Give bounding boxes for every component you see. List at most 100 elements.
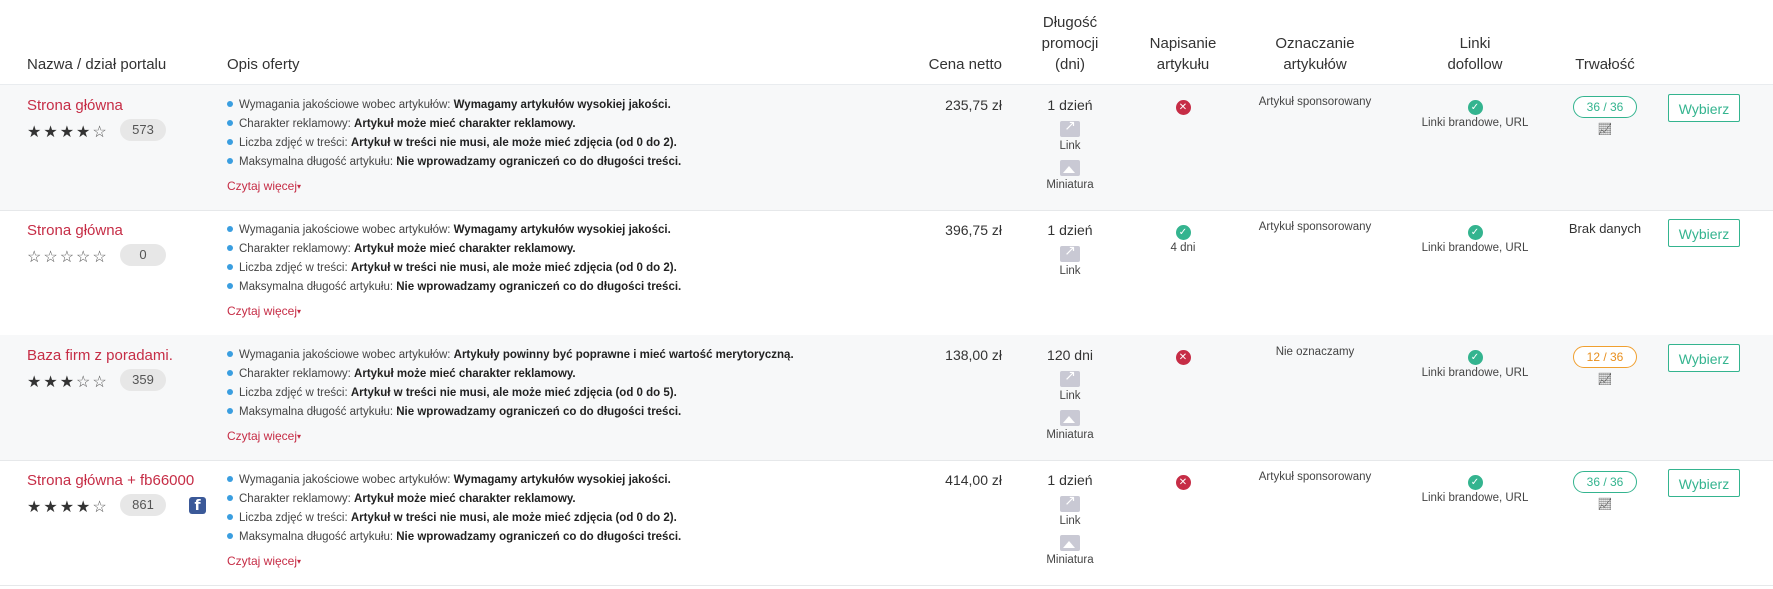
star-filled-icon: ★ <box>59 499 77 516</box>
offer-detail: Liczba zdjęć w treści: Artykuł w treści … <box>227 134 927 153</box>
bullet-icon <box>227 158 233 164</box>
col-write[interactable]: Napisanie artykułu <box>1149 35 1217 73</box>
cross-icon: ✕ <box>1175 350 1191 365</box>
promotion-length: 1 dzieńLinkMiniatura <box>1020 97 1120 191</box>
image-icon <box>1060 410 1080 426</box>
rating-count: 359 <box>120 369 166 391</box>
offer-detail: Wymagania jakościowe wobec artykułów: Wy… <box>227 471 927 490</box>
promotion-length: 1 dzieńLinkMiniatura <box>1020 472 1120 566</box>
link-icon <box>1060 243 1080 262</box>
col-mark[interactable]: Oznaczanie artykułów <box>1275 35 1355 73</box>
offer-detail: Wymagania jakościowe wobec artykułów: Wy… <box>227 96 927 115</box>
duration: Brak danych <box>1560 221 1650 236</box>
select-button[interactable]: Wybierz <box>1668 94 1740 122</box>
facebook-icon: f <box>189 497 206 514</box>
article-marking: Artykuł sponsorowany <box>1258 96 1372 108</box>
duration-nodata: Brak danych <box>1568 221 1642 236</box>
offer-description: Wymagania jakościowe wobec artykułów: Wy… <box>227 96 927 193</box>
net-price: 138,00 zł <box>945 347 1002 363</box>
bullet-icon <box>227 370 233 376</box>
table-header: Nazwa / dział portalu Opis oferty Cena n… <box>0 0 1773 85</box>
star-empty-icon: ☆ <box>92 124 109 141</box>
write-days: 4 dni <box>1170 242 1196 254</box>
star-filled-icon: ★ <box>27 499 44 516</box>
bullet-icon <box>227 495 233 501</box>
offer-detail: Maksymalna długość artykułu: Nie wprowad… <box>227 528 927 547</box>
portal-name-link[interactable]: Strona główna <box>27 97 123 114</box>
article-writing: ✓ 4 dni <box>1133 222 1233 254</box>
read-more-link[interactable]: Czytaj więcej▾ <box>227 429 302 443</box>
portal-name-link[interactable]: Strona główna <box>27 222 123 239</box>
cross-icon: ✕ <box>1175 100 1191 115</box>
bullet-icon <box>227 139 233 145</box>
duration: 12 / 36 📈︎ <box>1560 346 1650 386</box>
caret-down-icon: ▾ <box>297 307 302 316</box>
portal-name-link[interactable]: Strona główna + fb66000 <box>27 472 195 489</box>
star-empty-icon: ☆ <box>76 374 93 391</box>
offer-description: Wymagania jakościowe wobec artykułów: Wy… <box>227 221 927 318</box>
star-filled-icon: ★ <box>43 499 60 516</box>
portal-name-link[interactable]: Baza firm z poradami. <box>27 347 173 364</box>
read-more-link[interactable]: Czytaj więcej▾ <box>227 179 302 193</box>
chart-icon[interactable]: 📈︎ <box>1597 497 1613 511</box>
col-promo[interactable]: Długość promocji (dni) <box>1041 14 1099 73</box>
check-icon: ✓ <box>1467 225 1483 240</box>
net-price: 414,00 zł <box>945 472 1002 488</box>
star-filled-icon: ★ <box>59 124 77 141</box>
link-icon <box>1060 493 1080 512</box>
check-icon: ✓ <box>1467 475 1483 490</box>
rating-count: 0 <box>120 244 166 266</box>
select-button[interactable]: Wybierz <box>1668 219 1740 247</box>
star-empty-icon: ☆ <box>92 249 109 266</box>
caret-down-icon: ▾ <box>297 182 302 191</box>
col-name[interactable]: Nazwa / dział portalu <box>27 56 167 73</box>
star-filled-icon: ★ <box>43 124 60 141</box>
read-more-link[interactable]: Czytaj więcej▾ <box>227 304 302 318</box>
chart-icon[interactable]: 📈︎ <box>1597 372 1613 386</box>
star-filled-icon: ★ <box>27 124 44 141</box>
check-icon: ✓ <box>1175 225 1191 240</box>
col-price[interactable]: Cena netto <box>928 56 1002 73</box>
offer-detail: Charakter reklamowy: Artykuł może mieć c… <box>227 365 927 384</box>
net-price: 235,75 zł <box>945 97 1002 113</box>
bullet-icon <box>227 533 233 539</box>
duration-badge: 12 / 36 <box>1573 346 1637 368</box>
chart-icon[interactable]: 📈︎ <box>1597 122 1613 136</box>
offer-detail: Wymagania jakościowe wobec artykułów: Ar… <box>227 346 927 365</box>
table-row: Strona główna ★★★★☆ 573 Wymagania jakościow… <box>0 85 1773 211</box>
star-filled-icon: ★ <box>76 124 93 141</box>
col-desc: Opis oferty <box>227 56 300 73</box>
article-marking: Nie oznaczamy <box>1275 346 1355 358</box>
col-dofollow[interactable]: Linki dofollow <box>1447 35 1503 73</box>
promotion-length: 120 dniLinkMiniatura <box>1020 347 1120 441</box>
cross-icon: ✕ <box>1175 475 1191 490</box>
star-empty-icon: ☆ <box>76 249 93 266</box>
offer-detail: Maksymalna długość artykułu: Nie wprowad… <box>227 153 927 172</box>
image-icon <box>1060 535 1080 551</box>
bullet-icon <box>227 389 233 395</box>
bullet-icon <box>227 283 233 289</box>
star-empty-icon: ☆ <box>92 374 109 391</box>
bullet-icon <box>227 264 233 270</box>
select-button[interactable]: Wybierz <box>1668 469 1740 497</box>
promotion-length: 1 dzieńLink <box>1020 222 1120 277</box>
bullet-icon <box>227 120 233 126</box>
article-writing: ✕ <box>1133 347 1233 365</box>
rating-count: 573 <box>120 119 166 141</box>
duration-badge: 36 / 36 <box>1573 96 1637 118</box>
star-empty-icon: ☆ <box>27 249 44 266</box>
bullet-icon <box>227 226 233 232</box>
article-marking: Artykuł sponsorowany <box>1258 221 1372 233</box>
star-filled-icon: ★ <box>76 499 93 516</box>
offer-detail: Liczba zdjęć w treści: Artykuł w treści … <box>227 509 927 528</box>
offer-description: Wymagania jakościowe wobec artykułów: Ar… <box>227 346 927 443</box>
dofollow-links: ✓ Linki brandowe, URL <box>1421 225 1529 254</box>
offer-detail: Maksymalna długość artykułu: Nie wprowad… <box>227 278 927 297</box>
bullet-icon <box>227 245 233 251</box>
offer-detail: Charakter reklamowy: Artykuł może mieć c… <box>227 490 927 509</box>
article-writing: ✕ <box>1133 472 1233 490</box>
col-duration[interactable]: Trwałość <box>1575 56 1635 73</box>
read-more-link[interactable]: Czytaj więcej▾ <box>227 554 302 568</box>
caret-down-icon: ▾ <box>297 432 302 441</box>
select-button[interactable]: Wybierz <box>1668 344 1740 372</box>
